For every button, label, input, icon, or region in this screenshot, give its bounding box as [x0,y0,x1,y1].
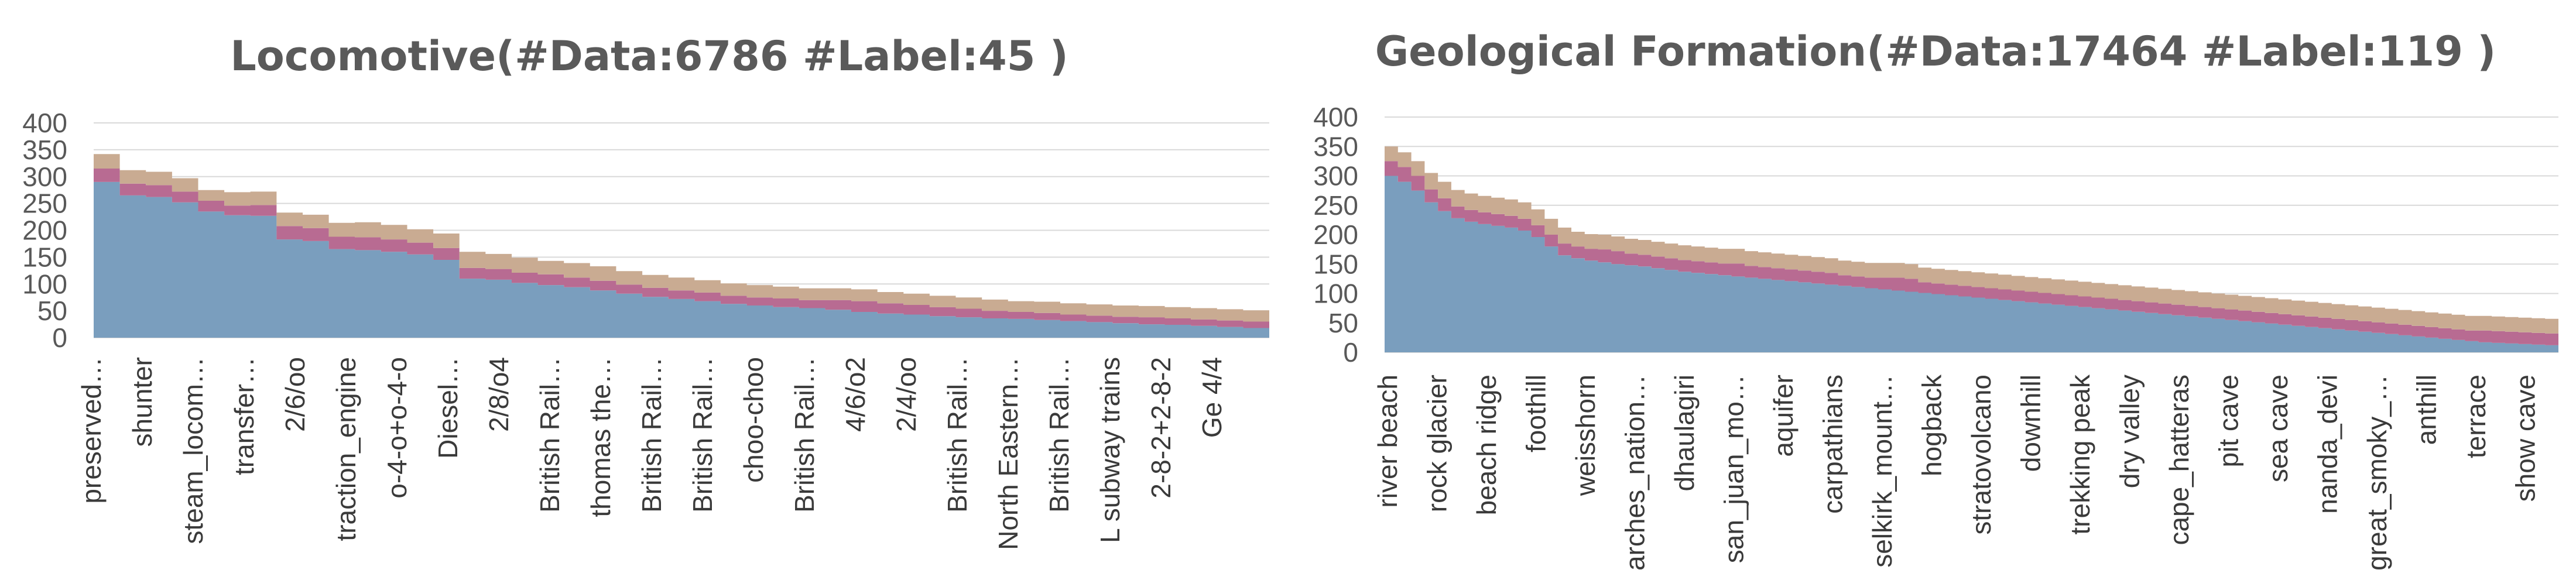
x-tick-label: 2-8-2+2-8-2 [1146,357,1176,499]
x-tick-label: o-4-o+o-4-o [382,357,412,499]
series-area-3 [1385,146,2558,334]
x-tick-label: choo-choo [738,357,769,483]
x-tick-label: stratovolcano [1966,375,1996,535]
x-tick-label: Ge 4/4 [1197,357,1227,438]
series-area-1 [1385,176,2558,352]
y-tick-label: 350 [22,135,67,165]
x-tick-label: preserved… [76,357,107,504]
x-tick-label: cape_hatteras [2164,375,2194,545]
geological-formation-chart: Geological Formation(#Data:17464 #Label:… [1313,28,2558,571]
x-tick-label: san_juan_mo… [1719,375,1749,563]
chart-title: Locomotive(#Data:6786 #Label:45 ) [230,32,1068,80]
locomotive-chart: Locomotive(#Data:6786 #Label:45 ) 050100… [22,32,1269,550]
y-tick-label: 250 [1313,190,1358,221]
x-tick-label: steam_locom… [178,357,208,544]
x-tick-label: rock glacier [1422,375,1453,512]
y-tick-label: 150 [22,242,67,272]
y-tick-label: 0 [52,322,67,353]
y-tick-label: 300 [1313,161,1358,191]
x-tick-label: aquifer [1768,375,1799,457]
y-tick-label: 50 [37,296,67,326]
series-area-3 [94,154,1269,322]
x-tick-label: 4/6/o2 [840,357,871,432]
series-area-1 [94,181,1269,338]
x-tick-label: British Rail… [636,357,667,513]
y-tick-label: 100 [1313,279,1358,309]
x-tick-label: downhill [2016,375,2046,472]
y-tick-label: 150 [1313,249,1358,279]
x-tick-label: great_smoky_… [2362,375,2392,571]
y-tick-label: 100 [22,269,67,299]
x-tick-label: British Rail… [1044,357,1074,513]
x-tick-label: foothill [1521,375,1551,452]
x-tick-label: pit cave [2214,375,2244,468]
x-tick-label: show cave [2510,375,2541,502]
y-tick-label: 400 [22,108,67,138]
y-tick-label: 400 [1313,102,1358,132]
x-tick-label: arches_nation… [1620,375,1650,571]
y-tick-label: 350 [1313,131,1358,162]
x-tick-label: British Rail… [535,357,565,513]
chart-title: Geological Formation(#Data:17464 #Label:… [1375,28,2496,75]
x-tick-label: British Rail… [687,357,718,513]
x-tick-label: hogback [1917,374,1947,476]
x-tick-label: beach ridge [1471,375,1502,515]
y-tick-label: 250 [22,188,67,219]
x-tick-label: British Rail… [942,357,972,513]
x-tick-label: L subway trains [1095,357,1125,543]
y-tick-label: 300 [22,162,67,192]
x-tick-label: nanda_devi [2313,375,2343,514]
x-tick-label: 2/6/oo [280,357,310,432]
x-tick-label: 2/8/o4 [484,357,514,432]
y-tick-label: 200 [1313,219,1358,250]
x-tick-label: traction_engine [331,357,361,541]
x-tick-label: 2/4/oo [891,357,922,432]
x-tick-label: North Eastern… [993,357,1023,550]
x-tick-label: anthill [2411,375,2442,445]
x-tick-label: thomas the… [585,357,616,517]
x-tick-label: selkirk_mount… [1867,375,1897,568]
x-tick-label: river beach [1372,375,1403,508]
x-tick-label: weisshorn [1570,375,1601,496]
x-tick-label: dry valley [2115,375,2145,488]
series-area-2 [94,169,1269,328]
x-tick-label: terrace [2461,375,2491,458]
y-tick-label: 50 [1328,308,1358,338]
series-area-2 [1385,161,2558,345]
x-tick-label: shunter [127,357,157,447]
x-tick-label: transfer… [229,357,259,475]
x-tick-label: Diesel… [433,357,463,459]
y-tick-label: 200 [22,215,67,246]
y-tick-label: 0 [1343,337,1358,368]
x-tick-label: sea cave [2263,375,2293,482]
x-tick-label: carpathians [1818,375,1848,514]
x-tick-label: dhaulagiri [1669,375,1700,491]
x-tick-label: trekking peak [2065,374,2095,535]
x-tick-label: British Rail… [789,357,820,513]
